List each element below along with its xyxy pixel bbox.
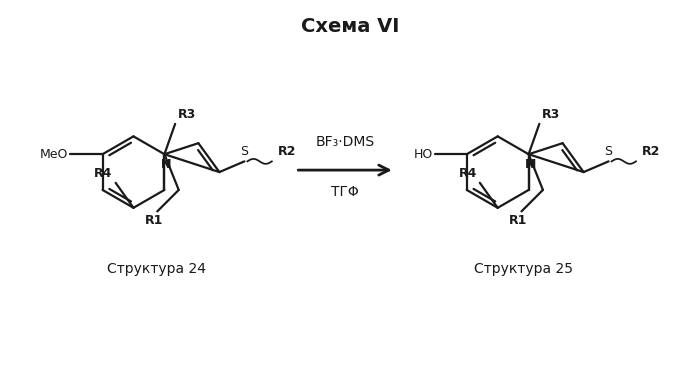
Text: S: S (605, 145, 612, 158)
Text: R3: R3 (178, 108, 197, 121)
Text: N: N (161, 158, 172, 171)
Text: Структура 25: Структура 25 (474, 262, 573, 276)
Text: R4: R4 (458, 167, 477, 180)
Text: R1: R1 (510, 214, 528, 227)
Text: R2: R2 (642, 145, 660, 158)
Text: N: N (526, 158, 536, 171)
Text: Структура 24: Структура 24 (107, 262, 206, 276)
Text: R4: R4 (94, 167, 113, 180)
Text: ТГΦ: ТГΦ (331, 185, 359, 199)
Text: S: S (240, 145, 248, 158)
Text: BF₃·DMS: BF₃·DMS (316, 135, 374, 149)
Text: MeO: MeO (40, 148, 69, 161)
Text: N: N (161, 158, 172, 171)
Text: HO: HO (414, 148, 433, 161)
Text: R1: R1 (145, 214, 164, 227)
Text: N: N (525, 158, 536, 171)
Text: R2: R2 (278, 145, 296, 158)
Text: R3: R3 (542, 108, 561, 121)
Text: Схема VI: Схема VI (301, 17, 399, 36)
